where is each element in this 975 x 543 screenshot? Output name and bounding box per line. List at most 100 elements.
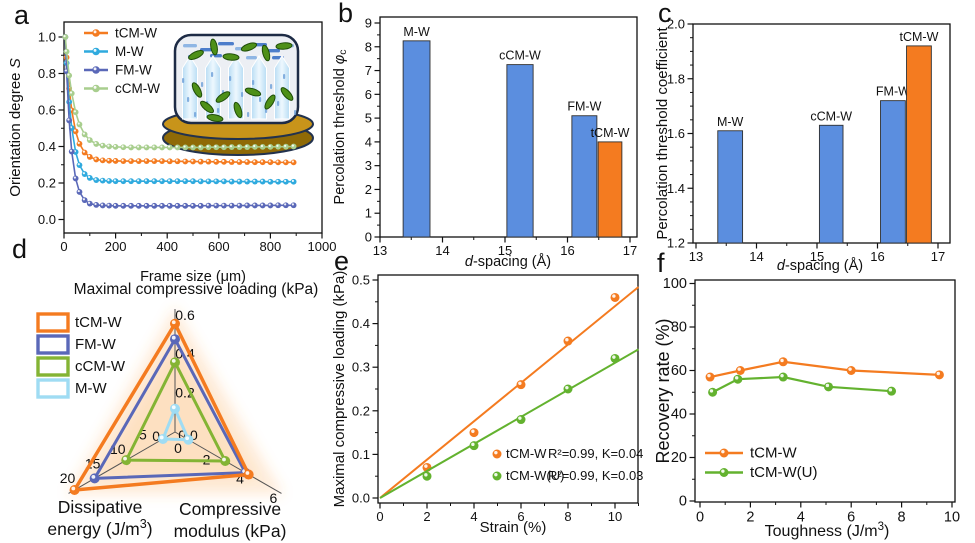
series-tCM-W(U)	[708, 372, 897, 397]
panel-e-chart: 0 2 4 6 8 10 0.0 0.1 0.2 0.3 0.4 0.5 Strain (%) Maxim…	[331, 271, 643, 536]
svg-text:tCM-W: tCM-W	[591, 126, 630, 140]
svg-text:M-W: M-W	[403, 25, 430, 39]
svg-text:tCM-W(U): tCM-W(U)	[750, 464, 817, 481]
svg-text:cCM-W: cCM-W	[499, 49, 541, 63]
svg-text:20: 20	[671, 450, 687, 466]
svg-text:15: 15	[498, 243, 512, 258]
svg-text:cCM-W: cCM-W	[115, 81, 160, 96]
svg-text:Recovery rate (%): Recovery rate (%)	[655, 318, 673, 463]
svg-text:tCM-W: tCM-W	[750, 445, 797, 462]
svg-text:FM-W: FM-W	[115, 63, 152, 78]
axes-b: 13 14 15 16 17 0 1 2 3 4 5 6 7 8 9 d-spacing (Å) Percola…	[332, 16, 638, 270]
svg-text:3: 3	[365, 158, 372, 173]
svg-text:14: 14	[749, 249, 763, 264]
panel-b-letter: b	[338, 0, 354, 28]
svg-text:tCM-W: tCM-W	[115, 26, 157, 41]
svg-text:0: 0	[60, 239, 67, 254]
svg-text:Frame size (μm): Frame size (μm)	[140, 269, 246, 285]
series-tCM-W	[705, 357, 944, 382]
svg-text:0.8: 0.8	[38, 66, 56, 81]
panel-f-letter: f	[657, 248, 665, 278]
svg-text:20: 20	[60, 470, 76, 486]
svg-text:1: 1	[365, 206, 372, 221]
svg-text:1.4: 1.4	[667, 181, 685, 196]
svg-text:14: 14	[435, 243, 449, 258]
svg-text:0: 0	[152, 428, 160, 444]
legend: tCM-W R²=0.99, K=0.04 tCM-W(U)R²=0.99, K=0…	[492, 446, 643, 483]
svg-text:0.1: 0.1	[352, 447, 370, 462]
svg-text:M-W: M-W	[75, 380, 107, 397]
svg-text:15: 15	[85, 456, 101, 472]
panel-e-letter: e	[334, 246, 350, 276]
svg-text:1.0: 1.0	[38, 30, 56, 45]
svg-text:Percolation threshold coeffici: Percolation threshold coefficient	[655, 26, 671, 239]
radar-series-tCM-W	[69, 318, 254, 495]
svg-text:10: 10	[944, 510, 960, 526]
svg-text:cCM-W: cCM-W	[810, 109, 852, 123]
series-tCM-W	[379, 286, 640, 499]
svg-text:2: 2	[423, 509, 430, 524]
svg-text:Maximal compressive loading (k: Maximal compressive loading (kPa)	[331, 271, 348, 508]
legend: tCM-W tCM-W(U)	[705, 445, 817, 481]
svg-text:0.0: 0.0	[38, 212, 56, 227]
svg-text:1.6: 1.6	[667, 126, 685, 141]
svg-text:4: 4	[797, 510, 805, 526]
radar-series-M-W	[157, 403, 194, 445]
svg-text:13: 13	[689, 249, 703, 264]
series-FM-W	[62, 34, 297, 209]
svg-text:40: 40	[671, 407, 687, 423]
axes-e: 0 2 4 6 8 10 0.0 0.1 0.2 0.3 0.4 0.5 Strain (%) Maxim…	[331, 271, 639, 536]
svg-text:Orientation degree S: Orientation degree S	[7, 58, 24, 196]
svg-text:energy (J/m3): energy (J/m3)	[47, 517, 152, 539]
radar-glow	[66, 306, 284, 495]
svg-text:d-spacing (Å): d-spacing (Å)	[777, 257, 863, 274]
radar-series-FM-W	[89, 334, 251, 484]
svg-text:0: 0	[696, 510, 704, 526]
svg-text:Toughness (J/m3): Toughness (J/m3)	[765, 521, 890, 540]
svg-text:16: 16	[870, 249, 884, 264]
svg-text:M-W: M-W	[115, 44, 144, 59]
series-tCM-W	[62, 34, 297, 166]
svg-text:200: 200	[105, 239, 127, 254]
svg-text:Dissipative: Dissipative	[58, 497, 143, 517]
svg-text:10: 10	[608, 509, 622, 524]
panel-c-chart: 13 14 15 16 171.21.41.61.82.0d-spacing (Å)Pe…	[655, 17, 951, 274]
svg-text:R²=0.99, K=0.04: R²=0.99, K=0.04	[548, 446, 643, 461]
svg-text:1.8: 1.8	[667, 71, 685, 86]
svg-text:0.4: 0.4	[38, 139, 56, 154]
svg-text:16: 16	[560, 243, 574, 258]
svg-text:0.2: 0.2	[175, 384, 195, 400]
panel-b-chart: 13 14 15 16 17 0 1 2 3 4 5 6 7 8 9 d-spacing (Å) Percola…	[332, 16, 638, 270]
panel-a-chart: 0 200 400 600 800 1000 0.0 0.2 0.4 0.6 0.8 1.0 Frame…	[7, 21, 336, 285]
svg-text:d-spacing (Å): d-spacing (Å)	[465, 253, 551, 270]
svg-text:4: 4	[365, 134, 372, 149]
svg-text:8: 8	[365, 39, 372, 54]
svg-text:60: 60	[671, 363, 687, 379]
svg-text:17: 17	[623, 243, 637, 258]
series-tCM-W(U)	[379, 348, 639, 499]
svg-text:0.4: 0.4	[352, 316, 370, 331]
svg-text:800: 800	[260, 239, 282, 254]
svg-text:0.2: 0.2	[38, 176, 56, 191]
svg-text:Maximal compressive loading (k: Maximal compressive loading (kPa)	[74, 281, 319, 298]
svg-text:FM-W: FM-W	[876, 85, 910, 99]
svg-text:0.0: 0.0	[178, 427, 198, 443]
axes-a: 0 200 400 600 800 1000 0.0 0.2 0.4 0.6 0.8 1.0 Frame…	[7, 21, 336, 285]
svg-text:0.2: 0.2	[352, 403, 370, 418]
svg-text:M-W: M-W	[717, 115, 744, 129]
svg-text:0.6: 0.6	[175, 307, 195, 323]
panel-c-letter: c	[658, 0, 672, 28]
svg-text:17: 17	[931, 249, 945, 264]
svg-text:8: 8	[564, 509, 571, 524]
svg-text:6: 6	[270, 490, 278, 506]
legend: tCM-W M-W FM-W cCM-W	[84, 26, 160, 96]
bars: M-W cCM-W FM-W tCM-W	[402, 25, 630, 238]
svg-text:100: 100	[663, 276, 687, 292]
svg-text:Strain (%): Strain (%)	[480, 519, 547, 536]
svg-text:0: 0	[376, 509, 383, 524]
panel-d-letter: d	[12, 234, 28, 264]
svg-text:2: 2	[365, 182, 372, 197]
